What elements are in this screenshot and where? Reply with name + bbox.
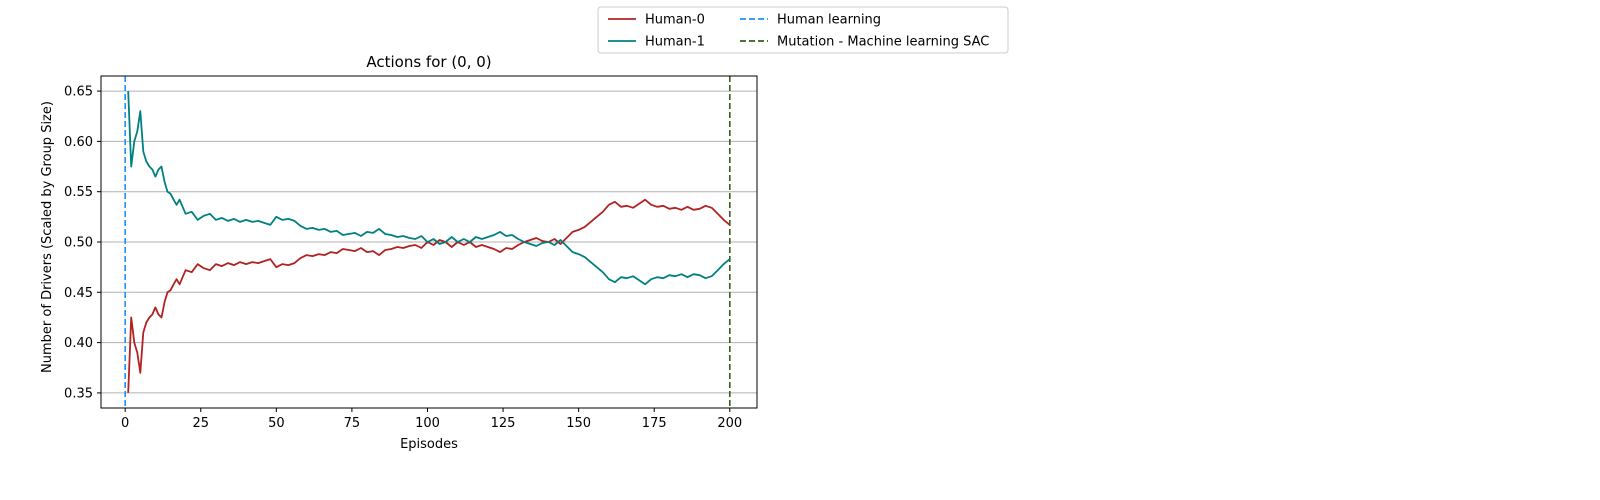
series-lines: [127, 91, 731, 393]
y-axis-ticks: 0.35 0.40 0.45 0.50 0.55 0.60 0.65: [64, 85, 101, 401]
y-tick-label: 0.55: [64, 185, 93, 200]
legend-label: Human-1: [645, 35, 705, 50]
legend: Human-0 Human-1 Human learning Mutation - M…: [597, 6, 1009, 54]
x-tick-label: 125: [491, 416, 516, 431]
legend-entries: Human-0 Human-1 Human learning Mutation - M…: [608, 13, 989, 50]
grid-lines: [101, 90, 757, 394]
x-tick-label: 50: [268, 416, 285, 431]
series-line-0: [127, 198, 731, 393]
y-tick-label: 0.40: [64, 336, 93, 351]
x-tick-label: 0: [121, 416, 129, 431]
series-line-1: [127, 91, 731, 286]
x-tick-label: 75: [344, 416, 361, 431]
legend-label: Human learning: [777, 13, 881, 28]
x-tick-label: 200: [717, 416, 742, 431]
x-tick-label: 25: [192, 416, 209, 431]
legend-label: Mutation - Machine learning SAC: [777, 35, 989, 50]
y-axis-label: Number of Drivers (Scaled by Group Size): [40, 101, 55, 373]
y-tick-label: 0.35: [64, 386, 93, 401]
x-axis-ticks: 0 25 50 75 100 125 150 175 200: [121, 408, 742, 431]
y-tick-label: 0.60: [64, 135, 93, 150]
y-tick-label: 0.50: [64, 236, 93, 251]
chart-title: Actions for (0, 0): [366, 53, 491, 71]
x-tick-label: 175: [642, 416, 667, 431]
legend-box: [597, 6, 1009, 54]
x-tick-label: 150: [566, 416, 591, 431]
y-tick-label: 0.65: [64, 85, 93, 100]
x-axis-label: Episodes: [400, 437, 458, 452]
vertical-markers: [124, 76, 731, 408]
legend-label: Human-0: [645, 13, 705, 28]
y-tick-label: 0.45: [64, 286, 93, 301]
x-tick-label: 100: [415, 416, 440, 431]
